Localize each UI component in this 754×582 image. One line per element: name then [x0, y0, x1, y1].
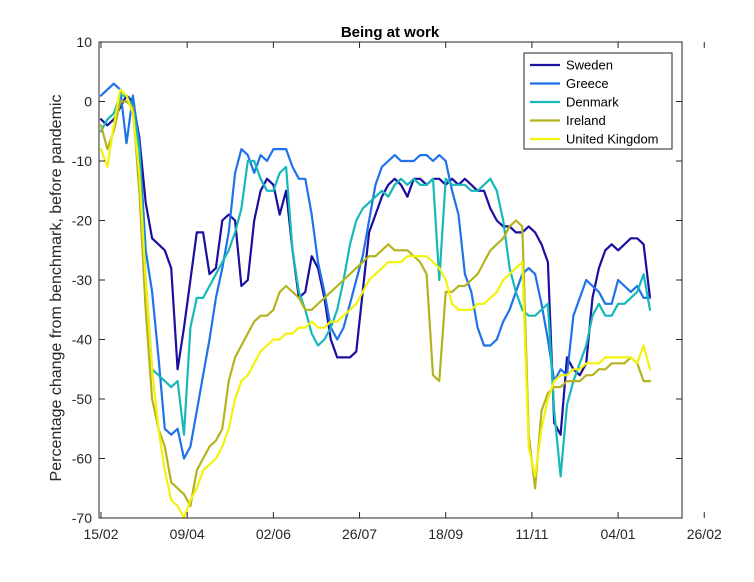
y-tick-label: -40: [72, 332, 92, 348]
x-axis: 15/02 09/04 02/06 26/07 18/09 11/11 04/01 26/02: [83, 42, 722, 542]
y-tick-label: -70: [72, 510, 92, 526]
series-line-ireland: [99, 100, 652, 508]
chart-title: Being at work: [341, 24, 440, 41]
x-tick-label: 26/07: [342, 526, 377, 542]
legend-label: Greece: [566, 76, 609, 91]
legend-label: Sweden: [566, 58, 613, 73]
y-tick-label: -30: [72, 272, 92, 288]
y-tick-label: -20: [72, 213, 92, 229]
x-tick-label: 02/06: [256, 526, 291, 542]
series-layer: [99, 82, 652, 520]
y-axis: 10 0 -10 -20 -30 -40 -50 -60 -70: [72, 34, 682, 526]
series-line-united-kingdom: [99, 88, 652, 520]
series-line-sweden: [99, 94, 652, 436]
x-tick-label: 26/02: [687, 526, 722, 542]
y-tick-label: -50: [72, 391, 92, 407]
y-tick-label: -60: [72, 451, 92, 467]
y-tick-label: 0: [84, 94, 92, 110]
series-line-denmark: [99, 94, 652, 478]
legend-label: United Kingdom: [566, 132, 659, 147]
legend-label: Denmark: [566, 95, 619, 110]
legend: Sweden Greece Denmark Ireland United Kingdom: [523, 52, 673, 150]
y-tick-label: -10: [72, 153, 92, 169]
x-tick-label: 18/09: [428, 526, 463, 542]
y-tick-label: 10: [76, 34, 92, 50]
legend-label: Ireland: [566, 113, 606, 128]
x-tick-label: 11/11: [515, 526, 548, 542]
x-tick-label: 15/02: [83, 526, 118, 542]
series-line-greece: [99, 82, 652, 460]
x-tick-label: 04/01: [601, 526, 636, 542]
x-tick-label: 09/04: [170, 526, 205, 542]
y-axis-label: Percentage change from benchmark, before…: [48, 95, 65, 482]
